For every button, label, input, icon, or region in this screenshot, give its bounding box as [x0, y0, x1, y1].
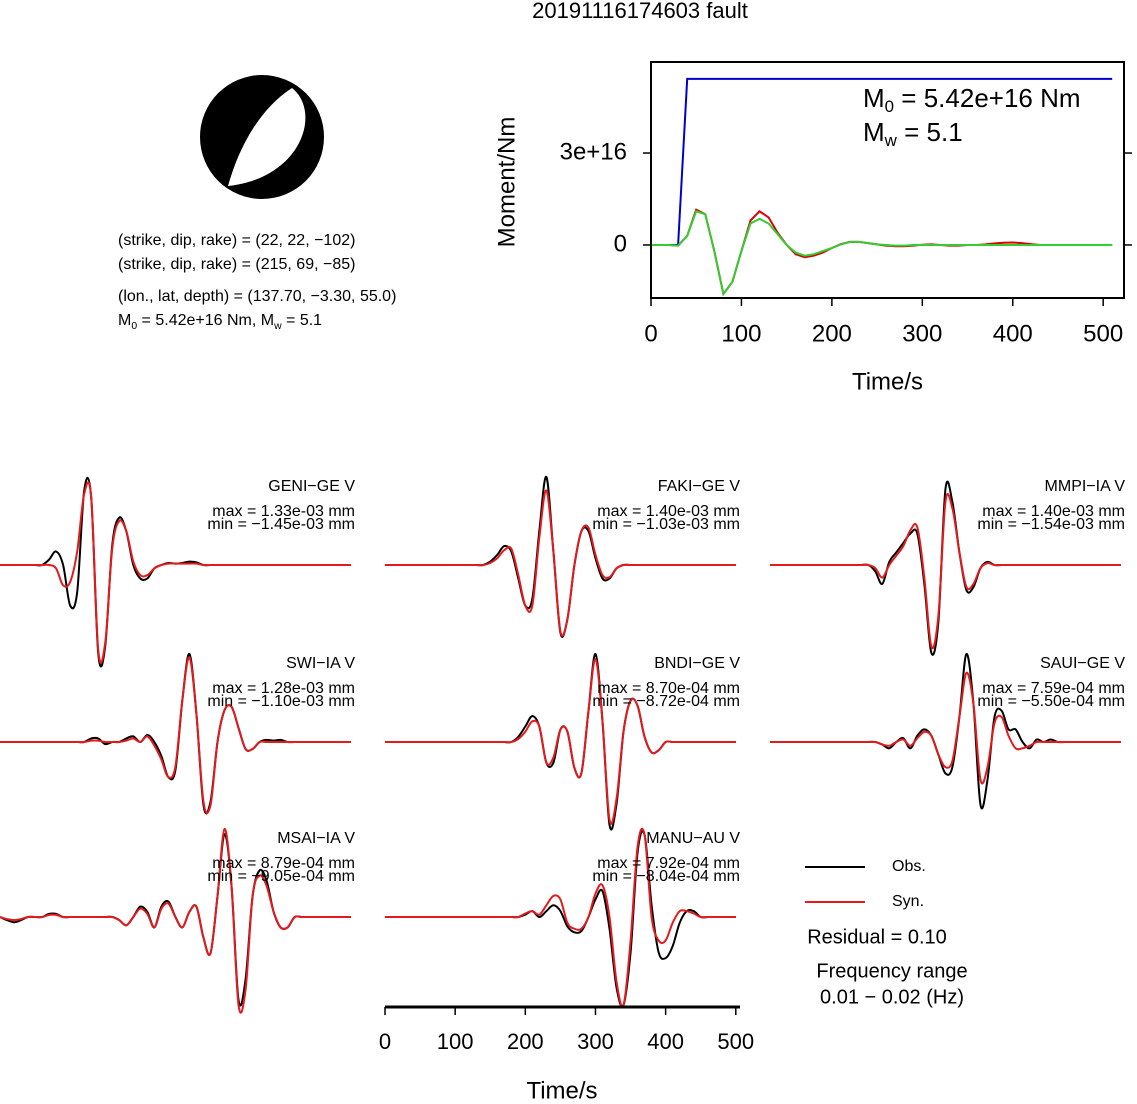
frequency-label: Frequency range	[816, 960, 967, 982]
min-label: min = −5.50e-04 mm	[977, 693, 1125, 710]
station-label: SWI−IA V	[286, 655, 355, 672]
beachball	[200, 75, 324, 199]
min-label: min = −1.45e-03 mm	[207, 516, 355, 533]
x-tick-label: 0	[379, 1029, 391, 1054]
text-part: M	[863, 117, 885, 147]
station-label: MSAI−IA V	[277, 830, 355, 847]
legend-label: Syn.	[892, 893, 924, 910]
focal-line: (strike, dip, rake) = (22, 22, −102)	[118, 232, 355, 249]
annotation: Mw = 5.1	[863, 117, 963, 150]
focal-line: (strike, dip, rake) = (215, 69, −85)	[118, 256, 355, 273]
min-label: min = −1.03e-03 mm	[592, 516, 740, 533]
text-part: = 5.1	[282, 312, 323, 329]
x-axis-label: Time/s	[852, 368, 923, 395]
x-tick-label: 300	[902, 320, 942, 347]
x-tick-label: 0	[644, 320, 657, 347]
x-axis-label: Time/s	[526, 1077, 597, 1104]
x-tick-label: 100	[437, 1029, 474, 1054]
x-tick-label: 500	[717, 1029, 754, 1054]
min-label: min = −1.10e-03 mm	[207, 693, 355, 710]
synthetic-trace	[0, 656, 351, 815]
annotation: M0 = 5.42e+16 Nm	[863, 83, 1081, 116]
beachball-lens	[228, 88, 306, 186]
max-label: max = 1.28e-03 mm	[212, 680, 355, 697]
max-label: max = 1.40e-03 mm	[597, 503, 740, 520]
residual: Residual = 0.10	[807, 926, 947, 948]
x-tick-label: 200	[507, 1029, 544, 1054]
x-tick-label: 400	[647, 1029, 684, 1054]
y-axis-label: Moment/Nm	[493, 117, 520, 248]
x-tick-label: 200	[812, 320, 852, 347]
text-part: M	[118, 312, 131, 329]
station-label: GENI−GE V	[268, 478, 355, 495]
max-label: max = 7.92e-04 mm	[597, 855, 740, 872]
text-part: = 5.42e+16 Nm, M	[137, 312, 274, 329]
synthetic-trace	[384, 489, 736, 637]
moment-line: M0 = 5.42e+16 Nm, Mw = 5.1	[118, 312, 322, 331]
max-label: max = 8.70e-04 mm	[597, 680, 740, 697]
text-part: = 5.42e+16 Nm	[894, 83, 1080, 113]
max-label: max = 1.40e-03 mm	[982, 503, 1125, 520]
synthetic-trace	[384, 658, 736, 825]
synthetic-trace	[0, 481, 351, 664]
synthetic-trace	[769, 671, 1121, 785]
subscript: 0	[131, 321, 137, 332]
max-label: max = 8.79e-04 mm	[212, 855, 355, 872]
station-label: FAKI−GE V	[658, 478, 741, 495]
min-label: min = −8.72e-04 mm	[592, 693, 740, 710]
subscript: w	[273, 321, 282, 332]
plot-frame	[650, 61, 1125, 299]
text-part: M	[863, 83, 885, 113]
y-tick-label: 0	[614, 230, 627, 257]
observed-trace	[769, 652, 1121, 810]
synthetic-trace	[0, 827, 351, 1014]
moment-line	[651, 77, 1113, 246]
text-part: = 5.1	[897, 117, 963, 147]
moment-line	[651, 210, 1113, 297]
min-label: min = −8.04e-04 mm	[592, 868, 740, 885]
x-tick-label: 500	[1083, 320, 1123, 347]
station-label: SAUI−GE V	[1040, 655, 1125, 672]
subscript: w	[884, 131, 898, 150]
min-label: min = −9.05e-04 mm	[207, 868, 355, 885]
max-label: max = 7.59e-04 mm	[982, 680, 1125, 697]
figure-title: 20191116174603 fault	[532, 0, 748, 23]
min-label: min = −1.54e-03 mm	[977, 516, 1125, 533]
legend-label: Obs.	[892, 858, 926, 875]
synthetic-trace	[385, 827, 736, 1008]
x-tick-label: 400	[993, 320, 1033, 347]
x-tick-label: 300	[577, 1029, 614, 1054]
x-tick-label: 100	[721, 320, 761, 347]
station-label: MANU−AU V	[646, 830, 740, 847]
station-label: BNDI−GE V	[654, 655, 740, 672]
focal-line: (lon., lat, depth) = (137.70, −3.30, 55.…	[118, 288, 396, 305]
synthetic-trace	[769, 493, 1121, 650]
observed-trace	[0, 652, 351, 815]
max-label: max = 1.33e-03 mm	[212, 503, 355, 520]
y-tick-label: 3e+16	[560, 138, 627, 165]
station-label: MMPI−IA V	[1045, 478, 1126, 495]
observed-trace	[384, 475, 736, 638]
frequency-range: 0.01 − 0.02 (Hz)	[820, 986, 964, 1008]
subscript: 0	[885, 97, 894, 116]
